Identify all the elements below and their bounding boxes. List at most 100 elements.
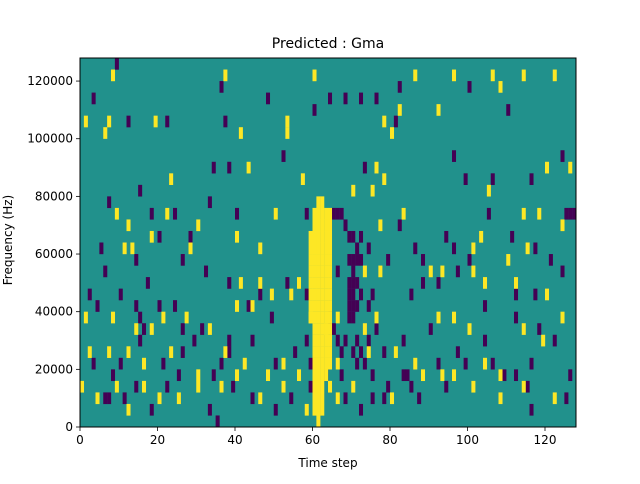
heatmap-cell-high	[312, 311, 317, 324]
heatmap-cell-high	[169, 346, 174, 358]
x-tick-label: 60	[305, 433, 320, 447]
heatmap-cell-high	[130, 242, 135, 255]
heatmap-cell-low	[355, 254, 360, 266]
heatmap-cell-high	[142, 357, 147, 370]
heatmap-cell-high	[95, 392, 100, 405]
heatmap-cell-high	[316, 230, 321, 243]
heatmap-cell-low	[405, 369, 410, 382]
heatmap-cell-low	[359, 346, 364, 358]
heatmap-cell-low	[207, 196, 212, 209]
heatmap-cell-high	[316, 403, 321, 416]
heatmap-cell-high	[552, 69, 557, 82]
heatmap-cell-high	[316, 357, 321, 370]
heatmap-cell-high	[235, 230, 240, 243]
heatmap-cell-low	[219, 357, 224, 370]
heatmap-cell-high	[521, 207, 526, 220]
heatmap-cell-low	[289, 392, 294, 405]
heatmap-cell-high	[393, 346, 398, 358]
heatmap-cell-high	[378, 219, 383, 232]
heatmap-cell-low	[157, 230, 162, 243]
x-axis-label: Time step	[297, 456, 357, 470]
heatmap-cell-low	[413, 242, 418, 255]
heatmap-cell-high	[421, 369, 426, 382]
heatmap-cell-low	[409, 288, 414, 301]
heatmap-cell-low	[529, 357, 534, 370]
heatmap-cell-high	[273, 207, 278, 220]
x-tick-label: 20	[150, 433, 165, 447]
heatmap-cell-low	[568, 207, 573, 220]
heatmap-cell-high	[316, 196, 321, 209]
heatmap-cell-high	[297, 277, 302, 289]
heatmap-cell-low	[444, 230, 449, 243]
heatmap-cell-high	[378, 265, 383, 278]
heatmap-cell-high	[479, 230, 484, 243]
heatmap-cell-high	[324, 369, 329, 382]
heatmap-cell-low	[269, 311, 274, 324]
heatmap-cell-high	[335, 311, 340, 324]
heatmap-cell-high	[238, 127, 243, 139]
heatmap-cell-high	[149, 323, 154, 335]
heatmap-cell-high	[126, 219, 131, 232]
heatmap-cell-high	[242, 357, 247, 370]
heatmap-cell-low	[204, 265, 209, 278]
heatmap-cell-low	[149, 207, 154, 220]
heatmap-cell-low	[467, 254, 472, 266]
heatmap-cell-low	[362, 357, 367, 370]
heatmap-cell-low	[386, 254, 391, 266]
heatmap-cell-high	[316, 334, 321, 347]
heatmap-cell-low	[250, 392, 255, 405]
heatmap-cell-high	[312, 334, 317, 347]
heatmap-cell-low	[510, 230, 515, 243]
heatmap-cell-low	[107, 196, 112, 209]
heatmap-cell-high	[312, 403, 317, 416]
heatmap-cell-low	[548, 254, 553, 266]
heatmap-cell-high	[560, 311, 565, 324]
heatmap-cell-low	[463, 357, 468, 370]
heatmap-cell-low	[343, 219, 348, 232]
heatmap-cell-high	[238, 277, 243, 289]
heatmap-cell-high	[114, 207, 119, 220]
heatmap-cell-low	[335, 207, 340, 220]
heatmap-cell-high	[316, 415, 321, 428]
heatmap-cell-low	[200, 323, 205, 335]
heatmap-cell-low	[339, 346, 344, 358]
heatmap-cell-high	[483, 277, 488, 289]
heatmap-cell-high	[324, 207, 329, 220]
heatmap-cell-high	[328, 323, 333, 335]
heatmap-cell-high	[312, 207, 317, 220]
heatmap-cell-high	[196, 369, 201, 382]
heatmap-cell-low	[107, 392, 112, 405]
heatmap-cell-low	[347, 230, 352, 243]
heatmap-cell-high	[320, 196, 325, 209]
heatmap-cell-high	[552, 392, 557, 405]
heatmap-cell-low	[537, 323, 542, 335]
heatmap-cell-high	[266, 369, 271, 382]
heatmap-cell-high	[316, 277, 321, 289]
heatmap-cell-low	[436, 277, 441, 289]
heatmap-cell-high	[161, 311, 166, 324]
heatmap-cell-low	[428, 323, 433, 335]
heatmap-cell-high	[521, 323, 526, 335]
heatmap-cell-low	[91, 92, 96, 105]
heatmap-cell-high	[316, 311, 321, 324]
heatmap-cell-low	[335, 334, 340, 347]
heatmap-cell-high	[335, 357, 340, 370]
heatmap-cell-low	[351, 265, 356, 278]
plot-area	[80, 58, 577, 428]
heatmap-cell-high	[328, 380, 333, 393]
heatmap-cell-low	[118, 357, 123, 370]
heatmap-cell-high	[328, 242, 333, 255]
heatmap-cell-high	[157, 392, 162, 405]
heatmap-cell-low	[355, 357, 360, 370]
heatmap-cell-high	[316, 392, 321, 405]
heatmap-cell-low	[304, 334, 309, 347]
heatmap-cell-low	[145, 277, 150, 289]
heatmap-cell-low	[490, 357, 495, 370]
heatmap-cell-low	[452, 150, 457, 162]
heatmap-cell-high	[316, 265, 321, 278]
heatmap-cell-high	[320, 369, 325, 382]
heatmap-cell-high	[308, 311, 313, 324]
heatmap-cell-high	[324, 288, 329, 301]
heatmap-cell-high	[126, 403, 131, 416]
heatmap-cell-high	[312, 242, 317, 255]
